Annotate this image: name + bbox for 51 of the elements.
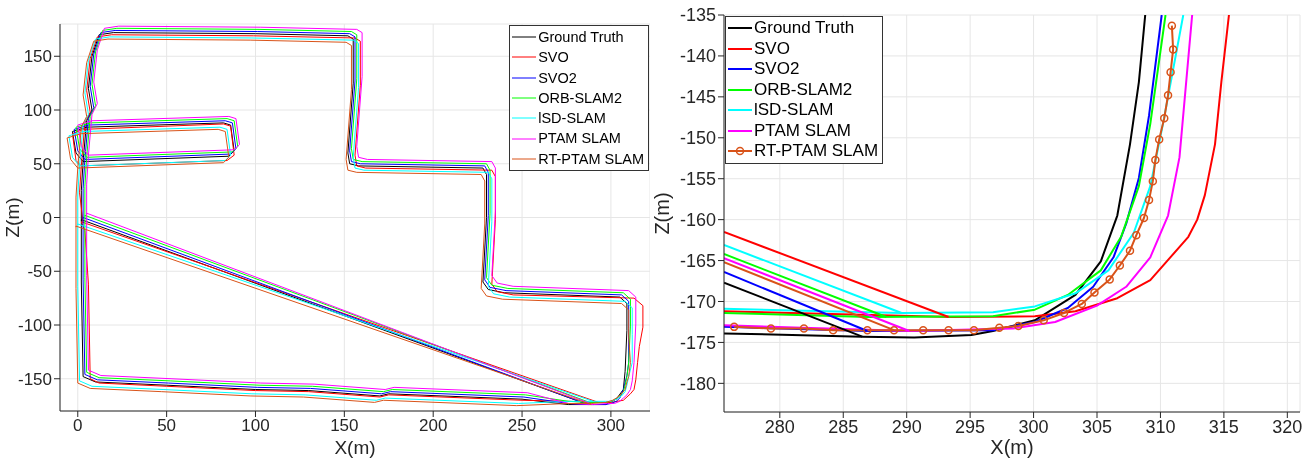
- y-axis-title: Z(m): [1, 197, 23, 238]
- y-tick-label: -175: [679, 332, 716, 353]
- legend-label: lSD-SLAM: [538, 109, 606, 129]
- x-tick-label: 300: [1018, 416, 1049, 437]
- x-tick-label: 280: [764, 416, 795, 437]
- x-tick-label: 150: [330, 416, 359, 436]
- x-tick-label: 315: [1208, 416, 1239, 437]
- legend-label: ORB-SLAM2: [754, 79, 853, 100]
- x-tick-label: 295: [955, 416, 986, 437]
- legend-label: SVO2: [538, 68, 577, 88]
- x-tick-label: 200: [419, 416, 448, 436]
- y-tick-label: -160: [679, 210, 716, 231]
- legend-label: SVO: [538, 48, 569, 68]
- y-tick-label: 150: [23, 47, 52, 67]
- y-tick-label: -145: [679, 87, 716, 108]
- x-tick-label: 285: [828, 416, 859, 437]
- y-tick-label: 50: [33, 154, 52, 174]
- x-tick-label: 320: [1272, 416, 1303, 437]
- x-tick-label: 0: [73, 416, 83, 436]
- legend-label: ORB-SLAM2: [538, 88, 622, 108]
- legend-label: RT-PTAM SLAM: [754, 141, 879, 162]
- legend-label: PTAM SLAM: [754, 120, 851, 141]
- x-tick-label: 300: [596, 416, 626, 436]
- legend-label: RT-PTAM SLAM: [538, 149, 644, 169]
- y-tick-label: -150: [17, 369, 52, 389]
- y-tick-label: -140: [679, 46, 716, 67]
- y-tick-label: -180: [679, 373, 716, 394]
- legend-label: Ground Truth: [538, 28, 624, 47]
- y-tick-label: -100: [17, 316, 52, 336]
- legend-label: lSD-SLAM: [754, 100, 834, 121]
- y-tick-label: -155: [679, 169, 716, 190]
- y-tick-label: -50: [27, 262, 52, 282]
- x-axis-title: X(m): [334, 437, 376, 458]
- x-tick-label: 310: [1145, 416, 1176, 437]
- x-axis-title: X(m): [990, 436, 1034, 458]
- x-tick-label: 250: [507, 416, 537, 436]
- x-tick-label: 50: [157, 416, 177, 436]
- y-tick-label: -150: [679, 128, 716, 149]
- legend-label: SVO: [754, 38, 790, 59]
- legend-label: Ground Truth: [754, 18, 855, 39]
- legend-label: PTAM SLAM: [538, 129, 621, 149]
- x-tick-label: 100: [241, 416, 270, 436]
- y-axis-title: Z(m): [651, 192, 674, 235]
- legend-label: SVO2: [754, 59, 800, 80]
- y-tick-label: -165: [679, 250, 716, 271]
- y-tick-label: -170: [679, 291, 716, 312]
- y-tick-label: 0: [42, 208, 52, 228]
- x-tick-label: 305: [1081, 416, 1113, 437]
- x-tick-label: 290: [891, 416, 922, 437]
- y-tick-label: 100: [23, 101, 52, 121]
- y-tick-label: -135: [679, 5, 716, 26]
